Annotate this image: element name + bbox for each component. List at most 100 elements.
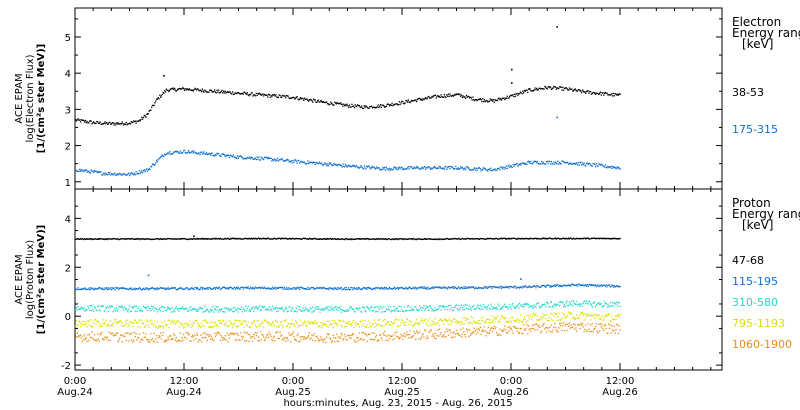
data-point — [75, 119, 77, 121]
data-point — [287, 322, 289, 325]
data-point — [138, 319, 141, 321]
data-point — [184, 151, 186, 154]
data-point — [427, 166, 429, 168]
data-point — [169, 308, 172, 310]
data-point — [146, 320, 149, 323]
data-point — [200, 308, 203, 310]
data-point — [321, 338, 323, 340]
data-point — [603, 284, 605, 286]
data-point — [522, 303, 524, 306]
data-point — [230, 286, 232, 289]
data-point — [399, 336, 401, 339]
data-point — [279, 324, 281, 326]
data-point — [156, 238, 158, 240]
data-point — [467, 167, 469, 169]
data-point — [395, 335, 397, 337]
data-point — [406, 100, 408, 102]
data-point — [318, 287, 320, 289]
data-point — [151, 287, 154, 289]
data-point — [321, 324, 324, 327]
data-point — [498, 97, 500, 99]
data-point — [566, 284, 568, 287]
data-point — [559, 161, 561, 164]
data-point — [167, 308, 169, 310]
data-point — [180, 152, 182, 154]
data-point — [364, 319, 366, 322]
data-point — [437, 95, 439, 97]
data-point — [202, 320, 204, 322]
data-point — [526, 286, 528, 289]
data-point — [320, 336, 322, 338]
data-point — [320, 163, 322, 165]
data-point — [279, 159, 281, 161]
data-point — [210, 238, 212, 240]
data-point — [146, 238, 148, 240]
data-point — [113, 322, 115, 324]
data-point — [505, 321, 508, 323]
data-point — [173, 333, 175, 335]
data-point — [263, 306, 265, 308]
data-point — [403, 168, 405, 170]
data-point — [444, 238, 446, 240]
data-point — [604, 324, 606, 326]
data-point — [610, 165, 612, 167]
data-point — [574, 318, 576, 320]
data-point — [372, 310, 374, 312]
data-point — [253, 158, 255, 161]
data-point — [266, 156, 268, 159]
data-point — [112, 174, 114, 176]
data-point — [393, 166, 396, 168]
data-point — [128, 172, 130, 174]
data-point — [361, 167, 364, 169]
data-point — [330, 341, 333, 343]
data-point — [133, 305, 136, 307]
data-point — [216, 309, 218, 312]
data-point — [211, 91, 213, 93]
data-point — [374, 238, 376, 240]
data-point — [521, 306, 523, 308]
data-point — [321, 238, 324, 240]
data-point — [278, 326, 280, 328]
data-point — [114, 172, 116, 174]
data-point — [522, 238, 524, 240]
data-point — [509, 326, 511, 328]
data-point — [163, 341, 165, 343]
data-point — [404, 168, 406, 170]
data-point — [581, 162, 584, 164]
data-point — [471, 332, 473, 334]
data-point — [173, 151, 175, 153]
data-point — [136, 339, 138, 341]
data-point — [406, 101, 409, 103]
data-point — [269, 238, 271, 240]
data-point — [156, 311, 158, 313]
data-point — [505, 285, 508, 288]
data-point — [164, 339, 166, 341]
data-point — [296, 96, 298, 98]
data-point — [251, 287, 253, 289]
data-point — [420, 286, 423, 288]
data-point — [225, 287, 227, 289]
data-point — [218, 308, 221, 311]
data-point — [324, 323, 326, 325]
data-point — [304, 322, 306, 324]
data-point — [433, 321, 435, 323]
data-point — [482, 287, 484, 289]
data-point — [555, 284, 557, 286]
data-point — [388, 338, 391, 340]
data-point — [587, 314, 589, 317]
data-point — [447, 330, 449, 333]
data-point — [347, 310, 349, 312]
data-point — [519, 286, 521, 288]
data-point — [323, 287, 325, 289]
data-point — [378, 167, 380, 169]
data-point — [361, 288, 364, 290]
data-point — [411, 238, 413, 240]
data-point — [103, 310, 105, 313]
data-point — [497, 98, 499, 100]
data-point — [471, 322, 473, 324]
data-point — [465, 238, 468, 240]
data-point — [386, 335, 388, 337]
data-point — [305, 238, 307, 240]
data-point — [373, 319, 375, 321]
data-point — [254, 307, 256, 310]
